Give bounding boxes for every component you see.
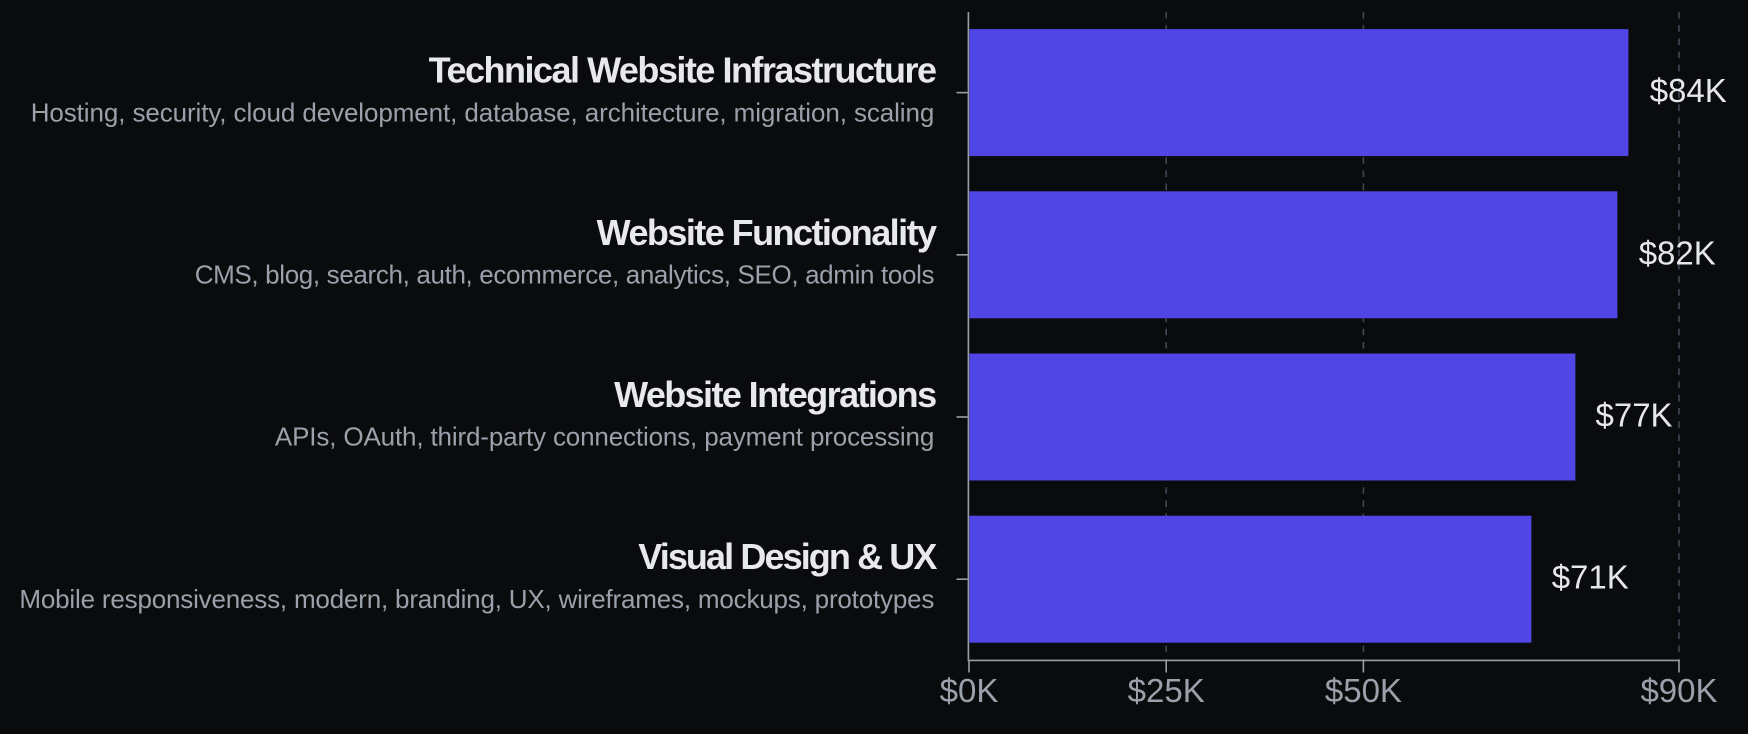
svg-text:$77K: $77K [1596, 397, 1673, 434]
svg-text:$50K: $50K [1325, 672, 1402, 709]
svg-text:Website Integrations: Website Integrations [614, 374, 936, 415]
svg-text:APIs, OAuth, third-party conne: APIs, OAuth, third-party connections, pa… [275, 422, 934, 452]
svg-text:Hosting, security, cloud devel: Hosting, security, cloud development, da… [31, 97, 934, 127]
svg-text:Technical Website Infrastructu: Technical Website Infrastructure [429, 50, 936, 91]
svg-text:$71K: $71K [1552, 559, 1629, 596]
svg-text:Mobile responsiveness, modern,: Mobile responsiveness, modern, branding,… [19, 584, 934, 614]
svg-text:Website Functionality: Website Functionality [597, 212, 937, 253]
svg-text:Visual Design & UX: Visual Design & UX [638, 536, 937, 577]
svg-text:$84K: $84K [1650, 72, 1727, 109]
svg-text:$82K: $82K [1639, 234, 1716, 271]
svg-text:CMS, blog, search, auth, ecomm: CMS, blog, search, auth, ecommerce, anal… [195, 260, 935, 290]
svg-text:$25K: $25K [1128, 672, 1205, 709]
svg-text:$0K: $0K [940, 672, 999, 709]
svg-text:$90K: $90K [1640, 672, 1717, 709]
